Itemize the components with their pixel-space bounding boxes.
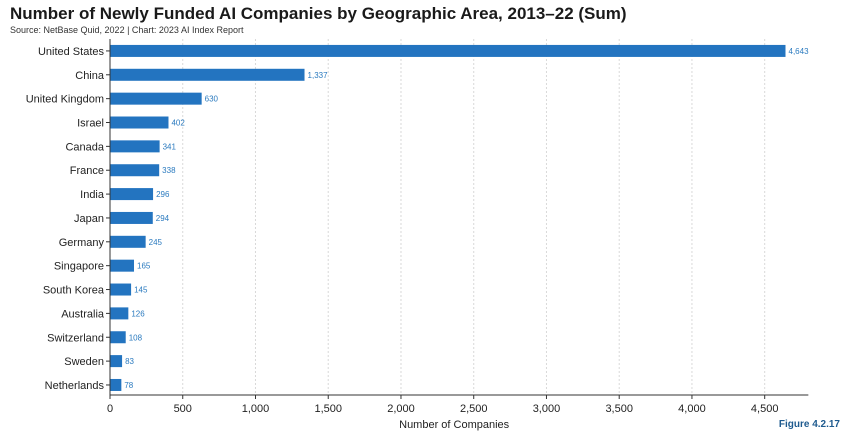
value-label: 78 [124, 381, 133, 390]
bars [110, 44, 786, 391]
x-axis-title: Number of Companies [399, 419, 510, 431]
category-label: Sweden [64, 356, 104, 368]
x-tick-label: 0 [107, 403, 113, 415]
category-label: United Kingdom [26, 94, 104, 106]
bar [110, 188, 154, 201]
category-label: South Korea [43, 285, 105, 297]
value-label: 145 [134, 286, 148, 295]
category-label: Switzerland [47, 332, 104, 344]
bar [110, 307, 129, 320]
value-label: 338 [162, 166, 176, 175]
category-label: Netherlands [45, 380, 105, 392]
category-label: France [70, 165, 104, 177]
value-label: 126 [131, 309, 145, 318]
value-label: 83 [125, 357, 134, 366]
bar [110, 164, 160, 177]
x-tick-label: 3,000 [533, 403, 561, 415]
x-tick-label: 4,000 [678, 403, 706, 415]
value-label: 108 [129, 333, 143, 342]
bar [110, 92, 202, 105]
value-label: 245 [149, 238, 163, 247]
category-labels: United States China United Kingdom Israel Ca… [26, 46, 110, 392]
category-label: Germany [59, 237, 105, 249]
category-label: Japan [74, 213, 104, 225]
x-tick-label: 1,000 [242, 403, 270, 415]
category-label: Canada [65, 141, 104, 153]
x-tick-label: 500 [174, 403, 192, 415]
category-label: Singapore [54, 261, 104, 273]
chart-title: Number of Newly Funded AI Companies by G… [10, 4, 627, 23]
grid-lines [182, 39, 766, 395]
bar [110, 259, 135, 272]
x-tick-label: 3,500 [605, 403, 633, 415]
chart-source: Source: NetBase Quid, 2022 | Chart: 2023… [10, 25, 244, 35]
category-label: India [80, 189, 105, 201]
value-label: 165 [137, 262, 151, 271]
category-label: United States [38, 46, 105, 58]
bar [110, 68, 305, 81]
bar [110, 140, 160, 153]
category-label: Israel [77, 118, 104, 130]
bar [110, 44, 786, 57]
x-tick-label: 2,000 [387, 403, 415, 415]
bar [110, 355, 123, 368]
category-label: China [75, 70, 105, 82]
value-label: 341 [163, 142, 177, 151]
value-label: 402 [171, 119, 185, 128]
value-label: 296 [156, 190, 170, 199]
bar [110, 211, 153, 224]
figure-label: Figure 4.2.17 [778, 419, 840, 430]
x-tick-label: 4,500 [751, 403, 779, 415]
bar [110, 331, 126, 344]
axes [109, 39, 809, 396]
x-tick-labels: 0 500 1,000 1,500 2,000 2,500 3,000 3,500 4,000 4… [107, 395, 779, 415]
category-label: Australia [61, 308, 105, 320]
bar [110, 235, 146, 248]
x-tick-label: 1,500 [314, 403, 342, 415]
value-labels: 4,643 1,337 630 402 341 338 296 294 245 165 145 126… [124, 47, 809, 390]
bar [110, 378, 122, 391]
value-label: 294 [156, 214, 170, 223]
value-label: 1,337 [308, 71, 329, 80]
x-tick-label: 2,500 [460, 403, 488, 415]
bar [110, 283, 132, 296]
value-label: 4,643 [789, 47, 810, 56]
bar [110, 116, 169, 129]
value-label: 630 [205, 95, 219, 104]
